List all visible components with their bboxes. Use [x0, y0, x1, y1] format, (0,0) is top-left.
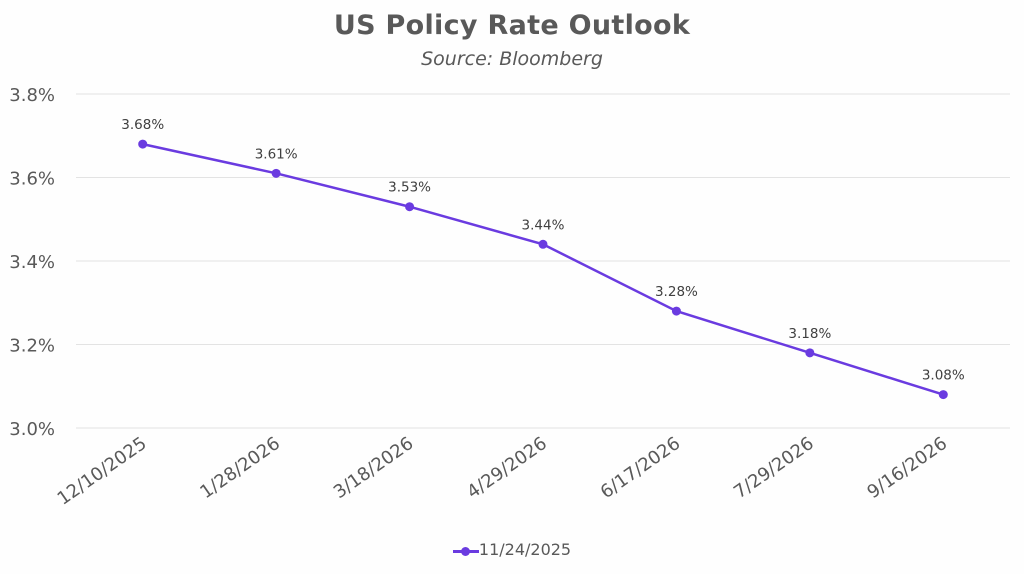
x-tick-label: 7/29/2026 — [730, 433, 818, 503]
x-tick-label: 9/16/2026 — [864, 433, 952, 503]
data-point — [138, 139, 148, 149]
legend-swatch-icon — [452, 544, 479, 558]
x-tick-label: 12/10/2025 — [54, 433, 151, 510]
y-tick-label: 3.2% — [9, 336, 55, 357]
data-label: 3.53% — [388, 180, 431, 196]
data-label: 3.44% — [522, 217, 565, 233]
legend-label: 11/24/2025 — [478, 540, 572, 559]
data-point — [405, 202, 415, 212]
chart-subtitle: Source: Bloomberg — [421, 48, 603, 70]
data-label: 3.61% — [255, 146, 298, 162]
data-point — [271, 168, 281, 178]
data-point — [938, 390, 948, 400]
y-tick-label: 3.6% — [9, 169, 55, 190]
chart-title: US Policy Rate Outlook — [333, 10, 691, 41]
data-label: 3.18% — [788, 326, 831, 342]
data-point — [805, 348, 815, 358]
x-tick-label: 6/17/2026 — [597, 433, 685, 503]
data-label: 3.28% — [655, 284, 698, 300]
legend: 11/24/2025 — [0, 540, 1024, 559]
data-point — [671, 306, 681, 316]
data-label: 3.08% — [922, 368, 965, 384]
y-tick-label: 3.0% — [9, 419, 55, 440]
data-point — [538, 239, 548, 249]
x-tick-label: 1/28/2026 — [196, 433, 284, 503]
data-label: 3.68% — [121, 117, 164, 133]
x-tick-label: 4/29/2026 — [463, 433, 551, 503]
y-tick-label: 3.4% — [9, 252, 55, 273]
x-tick-label: 3/18/2026 — [330, 433, 418, 503]
y-tick-label: 3.8% — [9, 85, 55, 106]
series-line — [142, 142, 944, 396]
